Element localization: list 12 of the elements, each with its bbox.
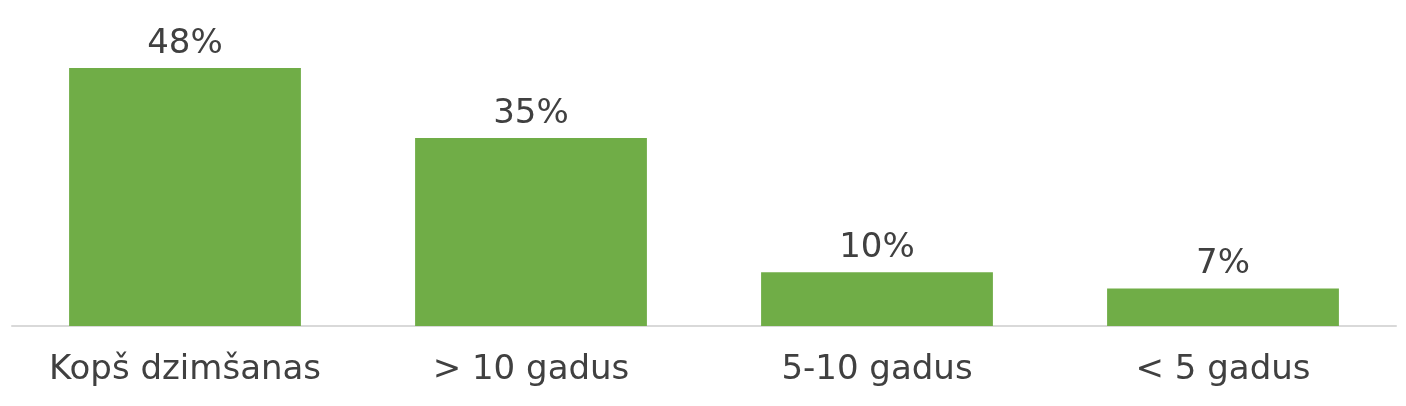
bar (1107, 288, 1339, 326)
bar (69, 68, 301, 326)
x-tick-label: < 5 gadus (1135, 347, 1311, 387)
data-label: 35% (493, 90, 569, 131)
bar (415, 137, 647, 326)
data-label: 48% (147, 21, 223, 61)
bar (761, 272, 993, 326)
x-tick-label: Kopš dzimšanas (48, 347, 322, 387)
x-tick-label: 5-10 gadus (781, 347, 973, 387)
data-label: 7% (1196, 241, 1250, 282)
x-tick-label: > 10 gadus (432, 347, 630, 387)
data-label: 10% (839, 225, 915, 266)
